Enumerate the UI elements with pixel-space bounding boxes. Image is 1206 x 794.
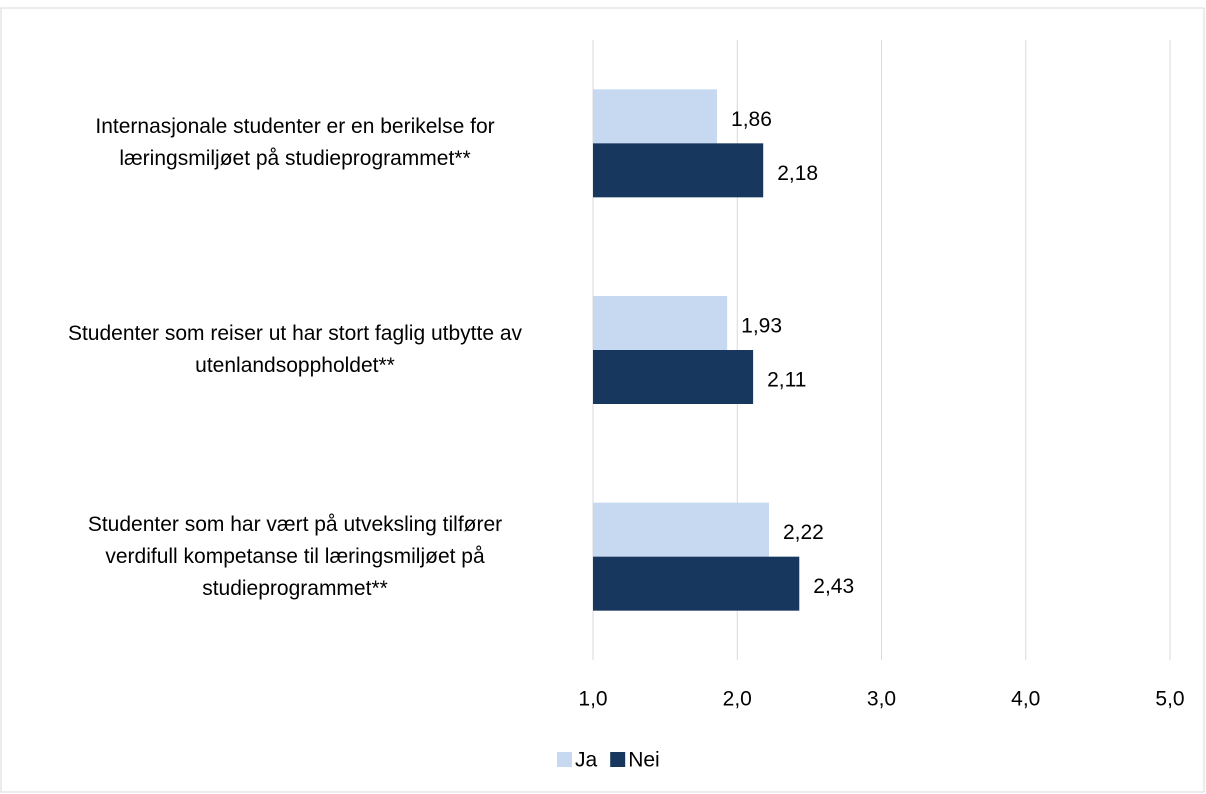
bar [593, 89, 718, 144]
value-label: 1,86 [731, 108, 772, 131]
bar [593, 296, 728, 350]
category-label: Internasjonale studenter er en berikelse… [95, 115, 495, 171]
category-label: Studenter som reiser ut har stort faglig… [67, 322, 523, 377]
value-label: 2,43 [813, 575, 854, 598]
bar [593, 502, 769, 557]
legend-swatch [610, 752, 626, 767]
legend-swatch [557, 752, 572, 767]
bar [593, 350, 754, 404]
bar [593, 143, 764, 198]
chart-border [0, 7, 1205, 793]
bar [593, 556, 800, 611]
value-label: 2,11 [767, 369, 806, 392]
x-tick-label: 1,0 [578, 688, 607, 711]
legend-label: Nei [628, 749, 660, 772]
category-label: Studenter som har vært på utveksling til… [87, 512, 503, 600]
x-tick-label: 3,0 [867, 688, 896, 711]
x-tick-label: 4,0 [1011, 688, 1040, 711]
value-label: 1,93 [741, 315, 782, 338]
value-label: 2,18 [777, 162, 818, 185]
x-tick-label: 2,0 [723, 688, 752, 711]
value-label: 2,22 [783, 521, 824, 544]
x-tick-label: 5,0 [1155, 688, 1184, 711]
legend-label: Ja [575, 749, 598, 772]
